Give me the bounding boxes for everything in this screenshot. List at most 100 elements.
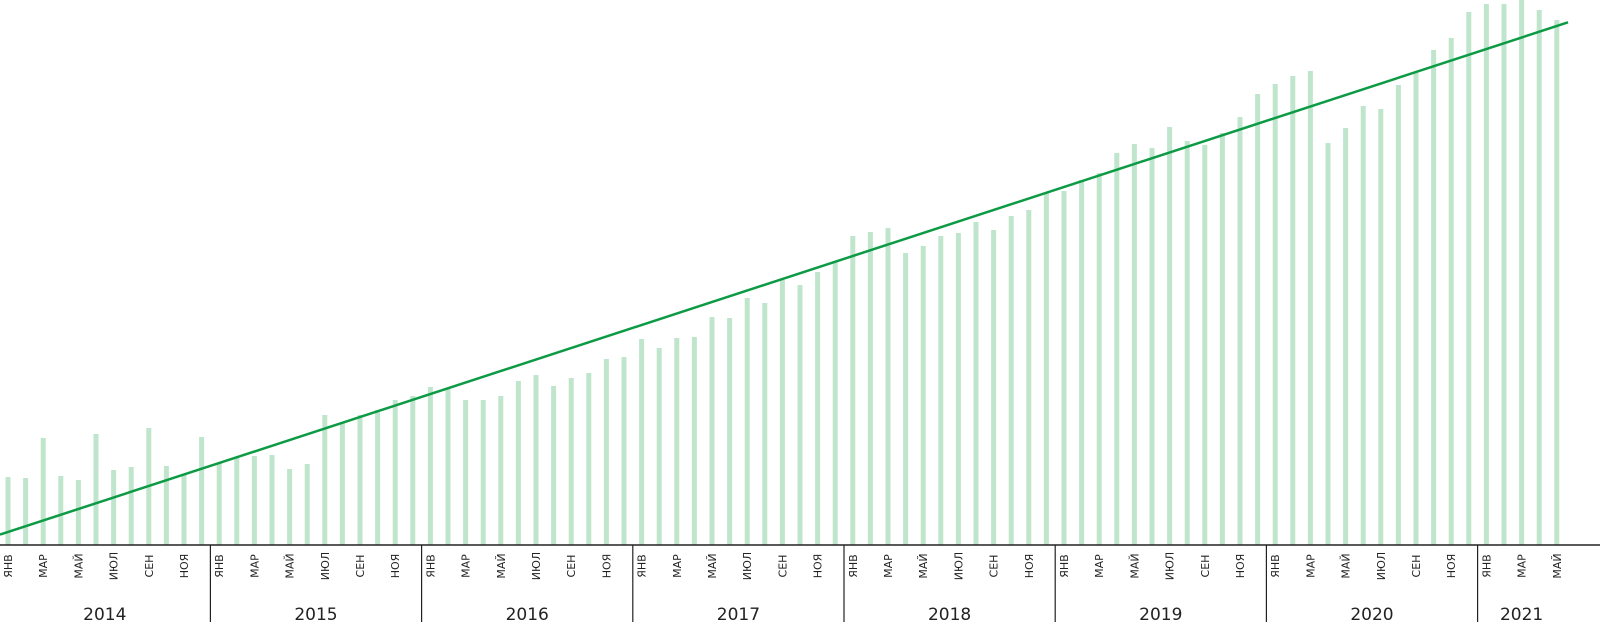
year-label: 2018 — [928, 605, 971, 625]
bar — [639, 339, 645, 545]
bar — [885, 228, 891, 545]
bar — [322, 415, 328, 545]
x-tick-label: ЯНВ — [1058, 554, 1071, 577]
bar — [656, 348, 662, 545]
x-tick-label: ЯНВ — [424, 554, 437, 577]
bar — [568, 378, 574, 545]
year-label: 2020 — [1350, 605, 1393, 625]
x-tick-label: ЯНВ — [847, 554, 860, 577]
x-tick-label: ЯНВ — [2, 554, 15, 577]
bar — [920, 246, 926, 545]
bar — [815, 272, 821, 545]
bar — [1431, 50, 1437, 545]
x-tick-label: МАР — [37, 554, 50, 578]
bar — [1131, 144, 1137, 545]
bar — [445, 388, 451, 545]
bar — [463, 400, 469, 545]
trend-line — [0, 21, 1569, 536]
x-tick-label: СЕН — [988, 555, 1001, 578]
bar — [40, 438, 46, 545]
bar — [1413, 73, 1419, 545]
bar — [1360, 106, 1366, 545]
x-tick-label: СЕН — [565, 555, 578, 578]
bar — [938, 236, 944, 545]
bar — [1167, 127, 1173, 545]
bar — [603, 359, 609, 545]
bar — [832, 261, 838, 545]
bar — [111, 470, 117, 545]
bar — [1043, 193, 1049, 545]
bar — [1237, 117, 1243, 545]
x-tick-label: МАЙ — [1340, 553, 1353, 578]
bar — [867, 232, 873, 545]
bar — [269, 455, 275, 545]
bar — [991, 230, 997, 545]
x-tick-label: СЕН — [354, 555, 367, 578]
bar — [1114, 153, 1120, 545]
bar — [727, 318, 733, 545]
year-label: 2016 — [506, 605, 549, 625]
x-tick-label: МАЙ — [706, 553, 719, 578]
x-tick-label: НОЯ — [178, 554, 191, 579]
bar — [1466, 12, 1472, 545]
x-tick-label: МАР — [1516, 554, 1529, 578]
bar — [1290, 76, 1296, 545]
bar — [234, 458, 240, 545]
bar — [691, 337, 697, 545]
x-tick-label: МАЙ — [72, 553, 85, 578]
bar — [744, 298, 750, 545]
bar — [304, 464, 310, 545]
year-label: 2021 — [1500, 605, 1543, 625]
bar — [1149, 148, 1155, 545]
bar — [515, 381, 521, 545]
x-tick-label: НОЯ — [1023, 554, 1036, 579]
x-tick-label: МАР — [460, 554, 473, 578]
year-label: 2019 — [1139, 605, 1182, 625]
x-tick-label: ИЮЛ — [530, 552, 543, 580]
x-tick-label: МАЙ — [284, 553, 297, 578]
x-tick-label: СЕН — [1410, 555, 1423, 578]
bar — [1378, 109, 1384, 545]
bar — [1061, 191, 1067, 545]
bar — [850, 236, 856, 545]
x-tick-label: МАЙ — [1551, 553, 1564, 578]
x-tick-label: МАР — [1304, 554, 1317, 578]
bar — [498, 396, 504, 545]
bar — [762, 303, 768, 545]
bar — [1325, 143, 1331, 545]
x-tick-label: ИЮЛ — [1375, 552, 1388, 580]
x-tick-label: МАЙ — [1128, 553, 1141, 578]
x-tick-label: СЕН — [776, 555, 789, 578]
bar — [973, 222, 979, 545]
bar — [1519, 0, 1525, 545]
x-tick-label: МАР — [1093, 554, 1106, 578]
x-tick-label: МАЙ — [917, 553, 930, 578]
bar — [1307, 71, 1313, 545]
bar — [551, 386, 557, 545]
x-tick-label: ИЮЛ — [741, 552, 754, 580]
bar — [1008, 216, 1014, 545]
x-tick-label: СЕН — [143, 555, 156, 578]
bar — [1536, 10, 1542, 545]
bar — [5, 477, 11, 545]
bar — [23, 478, 29, 545]
bar — [75, 480, 81, 545]
bar — [1096, 173, 1102, 545]
bar — [903, 253, 909, 545]
bar — [779, 280, 785, 545]
bar — [1272, 84, 1278, 545]
bar — [480, 400, 486, 545]
x-tick-label: ИЮЛ — [1164, 552, 1177, 580]
year-label: 2014 — [83, 605, 126, 625]
x-tick-label: ЯНВ — [636, 554, 649, 577]
x-tick-label: ИЮЛ — [108, 552, 121, 580]
x-tick-label: ЯНВ — [213, 554, 226, 577]
bar — [1554, 20, 1560, 545]
bar — [375, 410, 381, 545]
x-tick-label: НОЯ — [389, 554, 402, 579]
bar — [128, 467, 134, 545]
bar — [216, 463, 222, 545]
year-label: 2015 — [294, 605, 337, 625]
bar — [955, 233, 961, 545]
